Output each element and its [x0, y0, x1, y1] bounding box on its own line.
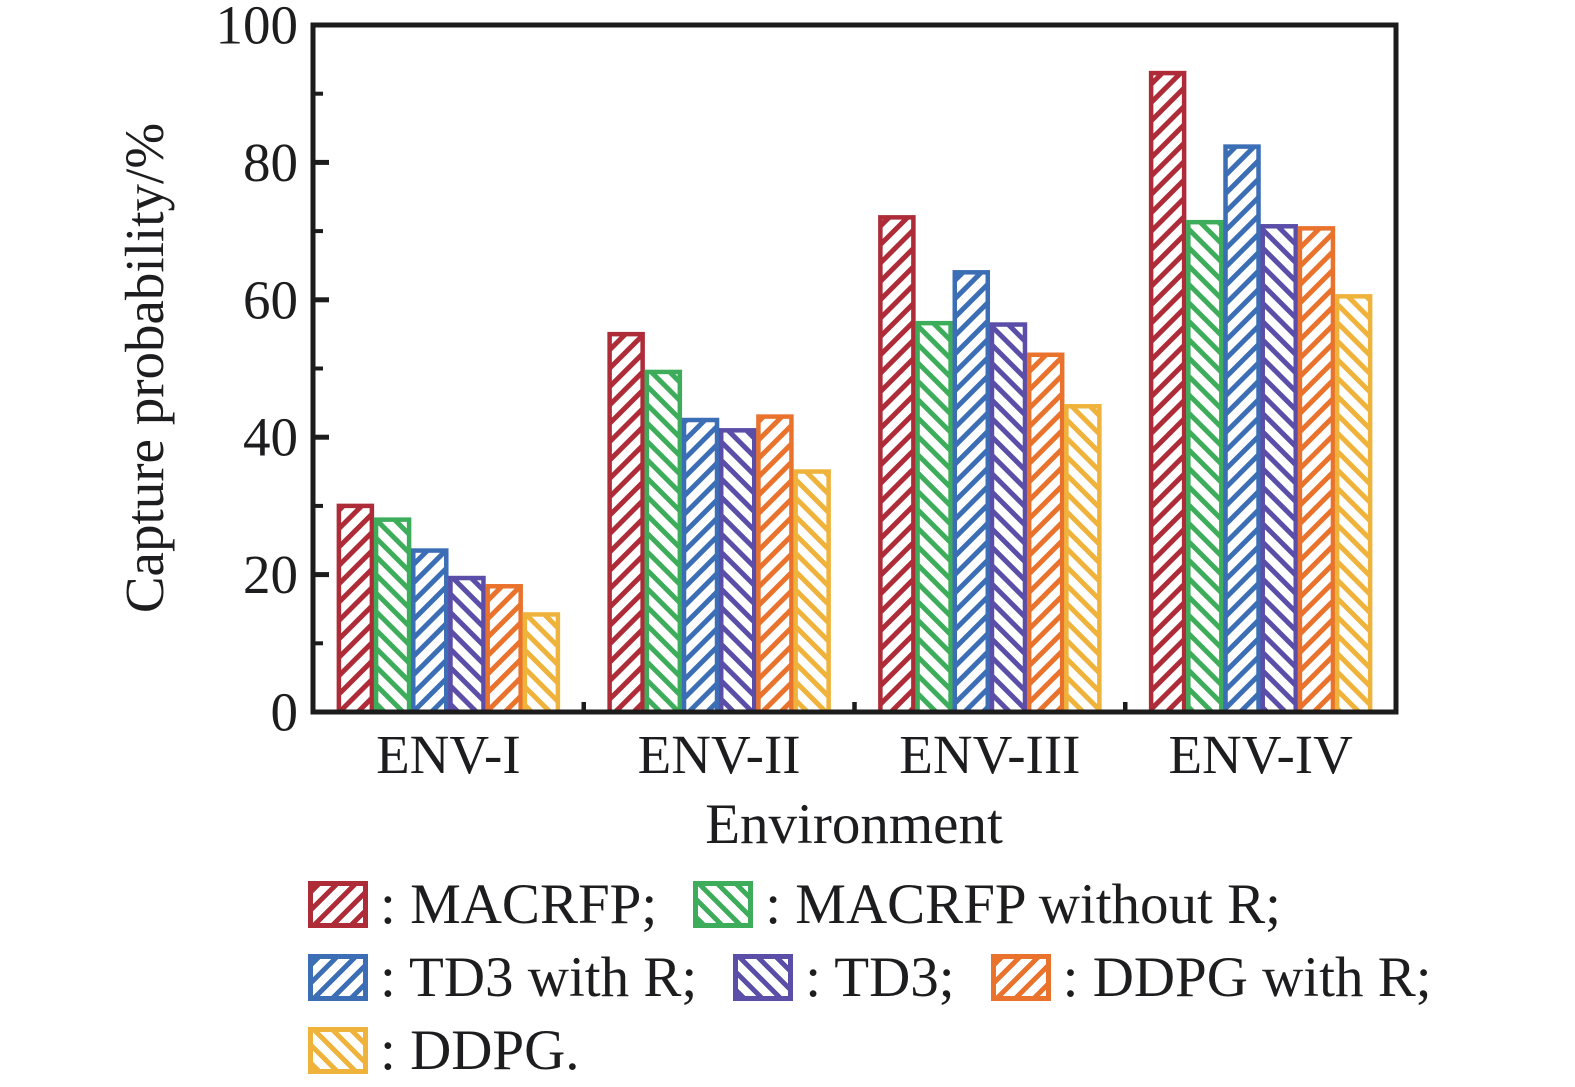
bar-env-ii-ddpg-with-r: [756, 414, 794, 715]
chart-legend: : MACRFP;: MACRFP without R;: TD3 with R…: [308, 868, 1508, 1087]
bar-env-iv-td3: [1260, 224, 1298, 715]
legend-item-td3-with-r: : TD3 with R;: [308, 949, 697, 1006]
legend-row: : TD3 with R; : TD3; : DDPG with R;: [308, 941, 1508, 1014]
bar-env-i-td3: [448, 575, 486, 715]
legend-swatch-macrfp: [308, 881, 368, 928]
legend-item-ddpg-with-r: : DDPG with R;: [990, 946, 1432, 1009]
bar-env-iii-ddpg-with-r: [1026, 352, 1065, 715]
bar-env-iv-td3-with-r: [1223, 144, 1261, 715]
legend-swatch-td3: [733, 954, 794, 1001]
bar-env-ii-macrfp-without-r: [644, 369, 683, 715]
legend-label-macrfp: : MACRFP;: [380, 873, 658, 936]
y-tick-label-80: 80: [243, 132, 298, 193]
x-tick-label-env-i: ENV-I: [376, 724, 521, 785]
bar-env-i-macrfp-without-r: [373, 517, 412, 715]
x-category-labels: ENV-I ENV-II ENV-III ENV-IV: [376, 724, 1353, 785]
legend-label-td3-with-r: : TD3 with R;: [380, 946, 698, 1009]
legend-item-td3: : TD3;: [733, 946, 955, 1009]
x-tick-label-env-iv: ENV-IV: [1168, 724, 1353, 785]
bar-env-iv-macrfp-without-r: [1186, 219, 1224, 715]
bar-env-i-ddpg: [522, 612, 561, 715]
bar-env-ii-td3-with-r: [681, 417, 720, 715]
legend-row: : DDPG.: [308, 1014, 1508, 1087]
bar-env-ii-ddpg: [793, 469, 831, 715]
y-tick-label-0: 0: [271, 682, 299, 743]
bar-env-iii-td3: [989, 322, 1028, 715]
y-tick-label-40: 40: [243, 407, 298, 468]
legend-label-ddpg: : DDPG.: [380, 1019, 580, 1082]
legend-item-macrfp-without-r: : MACRFP without R;: [693, 876, 1281, 933]
bar-env-iii-ddpg: [1064, 404, 1102, 715]
bars-group: [336, 70, 1373, 715]
legend-label-ddpg-with-r: : DDPG with R;: [1062, 946, 1432, 1009]
y-tick-label-60: 60: [243, 269, 298, 330]
plot-frame: [310, 22, 1399, 715]
bar-env-iii-macrfp: [878, 215, 916, 715]
legend-swatch-macrfp-without-r: [693, 881, 754, 928]
bar-env-i-macrfp: [336, 503, 375, 715]
legend-swatch-td3-with-r: [308, 954, 368, 1001]
bar-env-ii-macrfp: [607, 331, 645, 715]
legend-item-ddpg: : DDPG.: [308, 1022, 580, 1079]
bar-env-iv-ddpg-with-r: [1297, 226, 1336, 715]
bar-env-iv-macrfp: [1148, 70, 1187, 715]
bar-env-iv-ddpg: [1334, 294, 1373, 715]
y-tick-labels: 0 20 40 60 80 100: [216, 0, 299, 743]
legend-label-macrfp-without-r: : MACRFP without R;: [765, 873, 1282, 936]
bar-env-iii-macrfp-without-r: [915, 320, 953, 715]
bar-env-i-ddpg-with-r: [485, 584, 523, 715]
bar-env-ii-td3: [718, 428, 757, 715]
y-tick-label-100: 100: [216, 0, 299, 56]
bar-env-i-td3-with-r: [411, 548, 449, 715]
legend-label-td3: : TD3;: [805, 946, 955, 1009]
y-tick-label-20: 20: [243, 544, 298, 605]
legend-swatch-ddpg: [308, 1027, 368, 1074]
x-tick-label-env-iii: ENV-III: [899, 724, 1080, 785]
x-axis-title: Environment: [705, 793, 1003, 856]
x-tick-label-env-ii: ENV-II: [638, 724, 801, 785]
legend-swatch-ddpg-with-r: [990, 954, 1051, 1001]
legend-item-macrfp: : MACRFP;: [308, 876, 657, 933]
bar-env-iii-td3-with-r: [952, 270, 991, 715]
y-axis-title: Capture probability/%: [114, 123, 175, 613]
legend-row: : MACRFP; : MACRFP without R;: [308, 868, 1508, 941]
